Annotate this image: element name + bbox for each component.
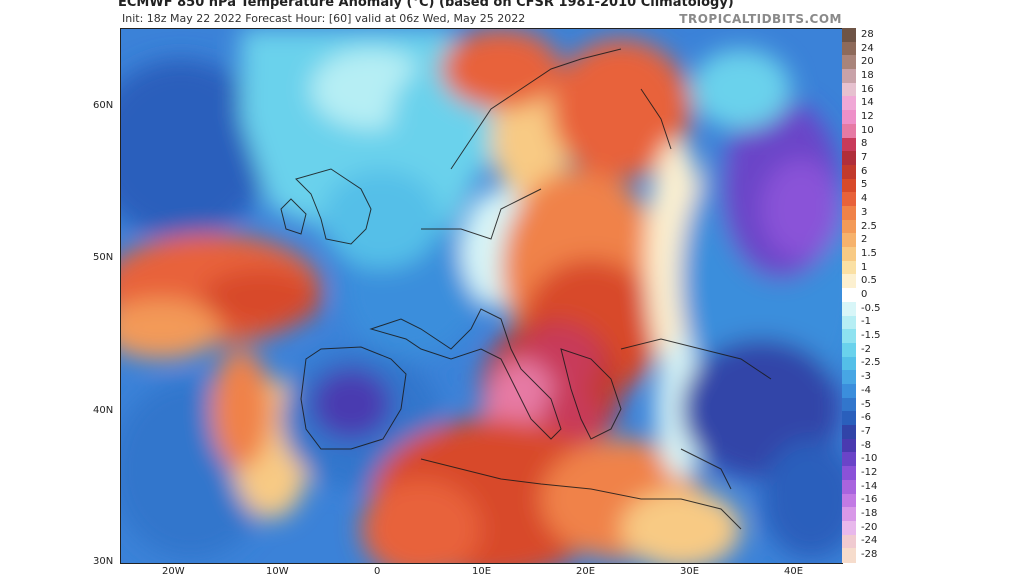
colorbar-label: -2.5 — [861, 357, 881, 369]
lon-label-20e: 20E — [576, 566, 596, 577]
colorbar — [842, 28, 856, 563]
colorbar-swatch — [842, 137, 856, 152]
colorbar-swatch — [842, 151, 856, 166]
colorbar-label: -5 — [861, 398, 871, 410]
lon-label-30e: 30E — [680, 566, 700, 577]
colorbar-label: -20 — [861, 521, 878, 533]
colorbar-swatch — [842, 260, 856, 276]
colorbar-label: -14 — [861, 480, 878, 492]
colorbar-swatch — [842, 507, 856, 522]
colorbar-label: 7 — [861, 152, 868, 164]
colorbar-label: 2.5 — [861, 220, 877, 232]
colorbar-label: 3 — [861, 206, 868, 218]
colorbar-swatch — [842, 425, 856, 440]
colorbar-label: -1 — [861, 316, 871, 328]
colorbar-label: -18 — [861, 508, 878, 520]
anomaly-map[interactable] — [120, 28, 843, 564]
lon-label-40e: 40E — [784, 566, 804, 577]
colorbar-label: 20 — [861, 56, 874, 68]
colorbar-swatch — [842, 493, 856, 508]
colorbar-label: 28 — [861, 28, 874, 40]
colorbar-label: -1.5 — [861, 330, 881, 342]
colorbar-label: 12 — [861, 111, 874, 122]
colorbar-label: 4 — [861, 193, 868, 205]
colorbar-label: -3 — [861, 371, 871, 383]
chart-title: ECMWF 850 hPa Temperature Anomaly (°C) (… — [118, 0, 734, 10]
colorbar-label: 1.5 — [861, 247, 877, 259]
colorbar-label: 0 — [861, 289, 868, 300]
colorbar-swatch — [842, 82, 856, 98]
colorbar-label: -4 — [861, 384, 871, 396]
colorbar-label: -12 — [861, 467, 878, 478]
colorbar-label: 16 — [861, 83, 874, 95]
colorbar-swatch — [842, 206, 856, 221]
colorbar-label: 8 — [861, 138, 868, 150]
colorbar-label: 24 — [861, 42, 874, 54]
colorbar-swatch — [842, 41, 856, 56]
colorbar-label: 6 — [861, 165, 868, 177]
colorbar-swatch — [842, 466, 856, 481]
colorbar-swatch — [842, 384, 856, 399]
colorbar-swatch — [842, 233, 856, 248]
lat-label-40n: 40N — [93, 405, 114, 416]
colorbar-swatch — [842, 192, 856, 207]
colorbar-label: 2 — [861, 234, 868, 246]
colorbar-swatch — [842, 329, 856, 344]
lat-label-30n: 30N — [93, 556, 114, 567]
colorbar-label: -7 — [861, 425, 871, 437]
colorbar-label: 18 — [861, 69, 874, 81]
colorbar-label: -10 — [861, 453, 878, 465]
lon-label-10e: 10E — [472, 566, 492, 577]
colorbar-label: 14 — [861, 97, 874, 109]
colorbar-label: -8 — [861, 439, 871, 451]
colorbar-label: 5 — [861, 179, 868, 191]
colorbar-swatch — [842, 55, 856, 70]
colorbar-swatch — [842, 69, 856, 84]
colorbar-swatch — [842, 123, 856, 139]
colorbar-label: -0.5 — [861, 302, 881, 314]
source-credit: TROPICALTIDBITS.COM — [679, 12, 842, 26]
colorbar-swatch — [842, 28, 856, 43]
colorbar-swatch — [842, 438, 856, 454]
colorbar-swatch — [842, 164, 856, 180]
colorbar-swatch — [842, 356, 856, 371]
colorbar-swatch — [842, 96, 856, 111]
colorbar-swatch — [842, 301, 856, 317]
colorbar-swatch — [842, 288, 856, 303]
colorbar-swatch — [842, 397, 856, 412]
colorbar-swatch — [842, 479, 856, 495]
colorbar-swatch — [842, 274, 856, 289]
colorbar-label: 10 — [861, 124, 874, 136]
colorbar-swatch — [842, 520, 856, 536]
forecast-info: Init: 18z May 22 2022 Forecast Hour: [60… — [122, 12, 526, 25]
colorbar-swatch — [842, 370, 856, 385]
colorbar-swatch — [842, 110, 856, 125]
colorbar-label: -24 — [861, 535, 878, 547]
colorbar-swatch — [842, 315, 856, 330]
colorbar-swatch — [842, 548, 856, 563]
anomaly-field — [121, 29, 842, 563]
colorbar-swatch — [842, 411, 856, 426]
lat-label-60n: 60N — [93, 100, 114, 111]
colorbar-label: -2 — [861, 343, 871, 355]
lon-label-10w: 10W — [266, 566, 289, 577]
colorbar-swatch — [842, 534, 856, 549]
colorbar-label: 0.5 — [861, 275, 877, 287]
colorbar-label: 1 — [861, 261, 868, 273]
colorbar-label: -28 — [861, 549, 878, 561]
colorbar-swatch — [842, 219, 856, 234]
lon-label-20w: 20W — [162, 566, 185, 577]
colorbar-label: -16 — [861, 494, 878, 506]
lon-label-0: 0 — [374, 566, 381, 577]
colorbar-swatch — [842, 178, 856, 193]
lat-label-50n: 50N — [93, 252, 114, 263]
colorbar-label: -6 — [861, 412, 871, 424]
colorbar-swatch — [842, 247, 856, 262]
colorbar-swatch — [842, 342, 856, 358]
colorbar-swatch — [842, 452, 856, 467]
